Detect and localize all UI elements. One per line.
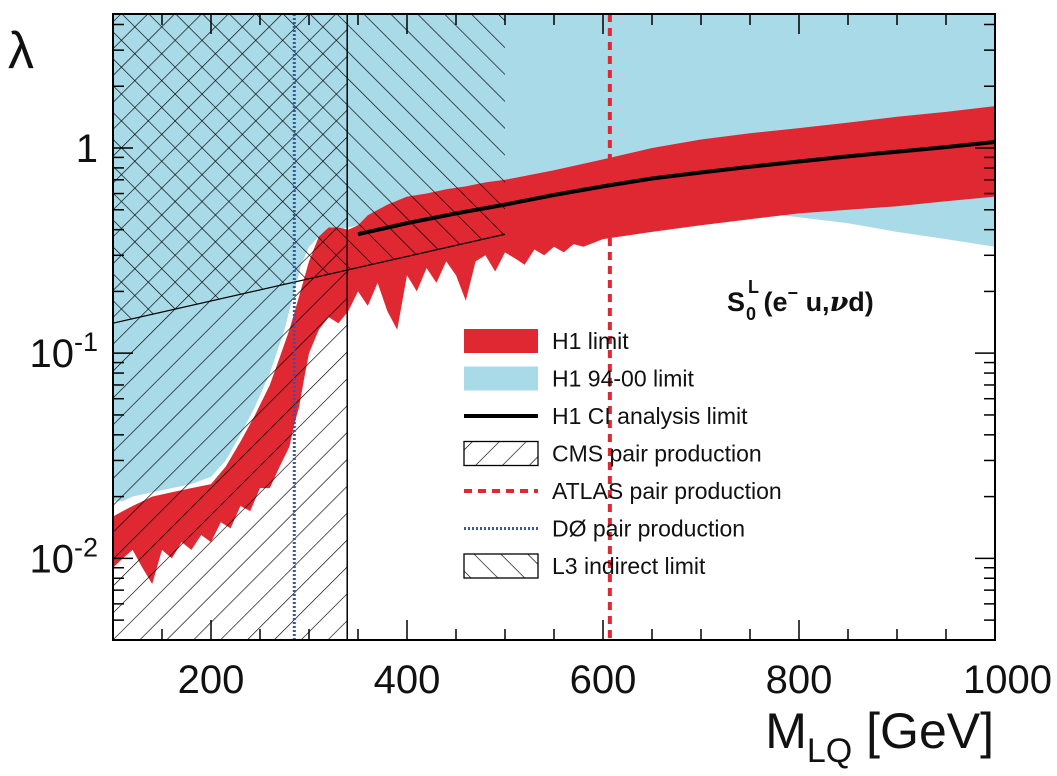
x-axis-label-symbol: M — [765, 703, 807, 759]
legend-item-d0: DØ pair production — [464, 516, 745, 542]
legend-swatch-cms — [463, 440, 539, 467]
legend-label: ATLAS pair production — [552, 478, 782, 504]
annotation-end: d) — [848, 287, 873, 317]
legend-item-l3: L3 indirect limit — [463, 553, 706, 579]
annotation-minus: − — [788, 283, 799, 303]
l3-boundary-line — [113, 233, 506, 324]
y-tick-label-exponent: -1 — [74, 327, 98, 357]
legend: H1 limit H1 94-00 limit H1 CI analysis lim… — [463, 328, 782, 579]
x-tick-label: 200 — [178, 658, 245, 702]
x-axis-label: MLQ [GeV] — [765, 703, 994, 770]
legend-label: H1 94-00 limit — [552, 366, 694, 392]
y-tick-label-base: 10 — [29, 332, 74, 376]
annotation-open: (e — [756, 287, 788, 317]
annotation-sup: L — [748, 277, 759, 297]
x-axis-label-subscript: LQ — [807, 732, 852, 770]
legend-label: CMS pair production — [552, 441, 762, 467]
x-tick-label: 800 — [766, 658, 833, 702]
legend-item-atlas: ATLAS pair production — [464, 478, 782, 504]
legend-swatch-h1-94-00 — [464, 366, 538, 391]
annotation-sub: 0 — [746, 304, 756, 324]
legend-swatch-h1 — [464, 329, 538, 353]
y-tick-label: 10-1 — [29, 327, 98, 376]
legend-label: DØ pair production — [552, 516, 745, 542]
y-tick-label-exponent: -2 — [74, 532, 98, 562]
legend-label: H1 CI analysis limit — [552, 403, 748, 429]
annotation-nu: ν — [830, 287, 849, 318]
annotation-s: S — [727, 287, 745, 317]
annotation-text: S0 (e− u,νd) — [727, 283, 874, 324]
h1-ci-analysis-limit-line — [357, 140, 995, 237]
y-tick-label: 1 — [76, 127, 98, 171]
legend-label: H1 limit — [552, 328, 629, 354]
legend-item-ci: H1 CI analysis limit — [464, 403, 748, 429]
y-axis-label: λ — [8, 22, 34, 80]
legend-item-h1old: H1 94-00 limit — [464, 366, 694, 392]
y-tick-label: 10-2 — [29, 532, 98, 581]
x-tick-label: 600 — [570, 658, 637, 702]
legend-swatch-l3 — [463, 553, 539, 579]
legend-label: L3 indirect limit — [552, 553, 706, 579]
x-tick-label: 400 — [374, 658, 441, 702]
legend-item-h1: H1 limit — [464, 328, 629, 354]
channel-annotation: S0 (e− u,νd) L — [727, 277, 874, 324]
annotation-u: u, — [798, 287, 830, 317]
x-axis-label-space — [852, 703, 866, 759]
l3-indirect-limit-area — [113, 14, 505, 324]
x-axis-label-unit: [GeV] — [866, 703, 994, 759]
legend-item-cms: CMS pair production — [463, 440, 762, 467]
x-tick-label: 1000 — [963, 658, 1052, 702]
y-tick-label-base: 1 — [76, 127, 98, 171]
plot-area — [113, 14, 995, 640]
y-tick-label-base: 10 — [29, 537, 74, 581]
